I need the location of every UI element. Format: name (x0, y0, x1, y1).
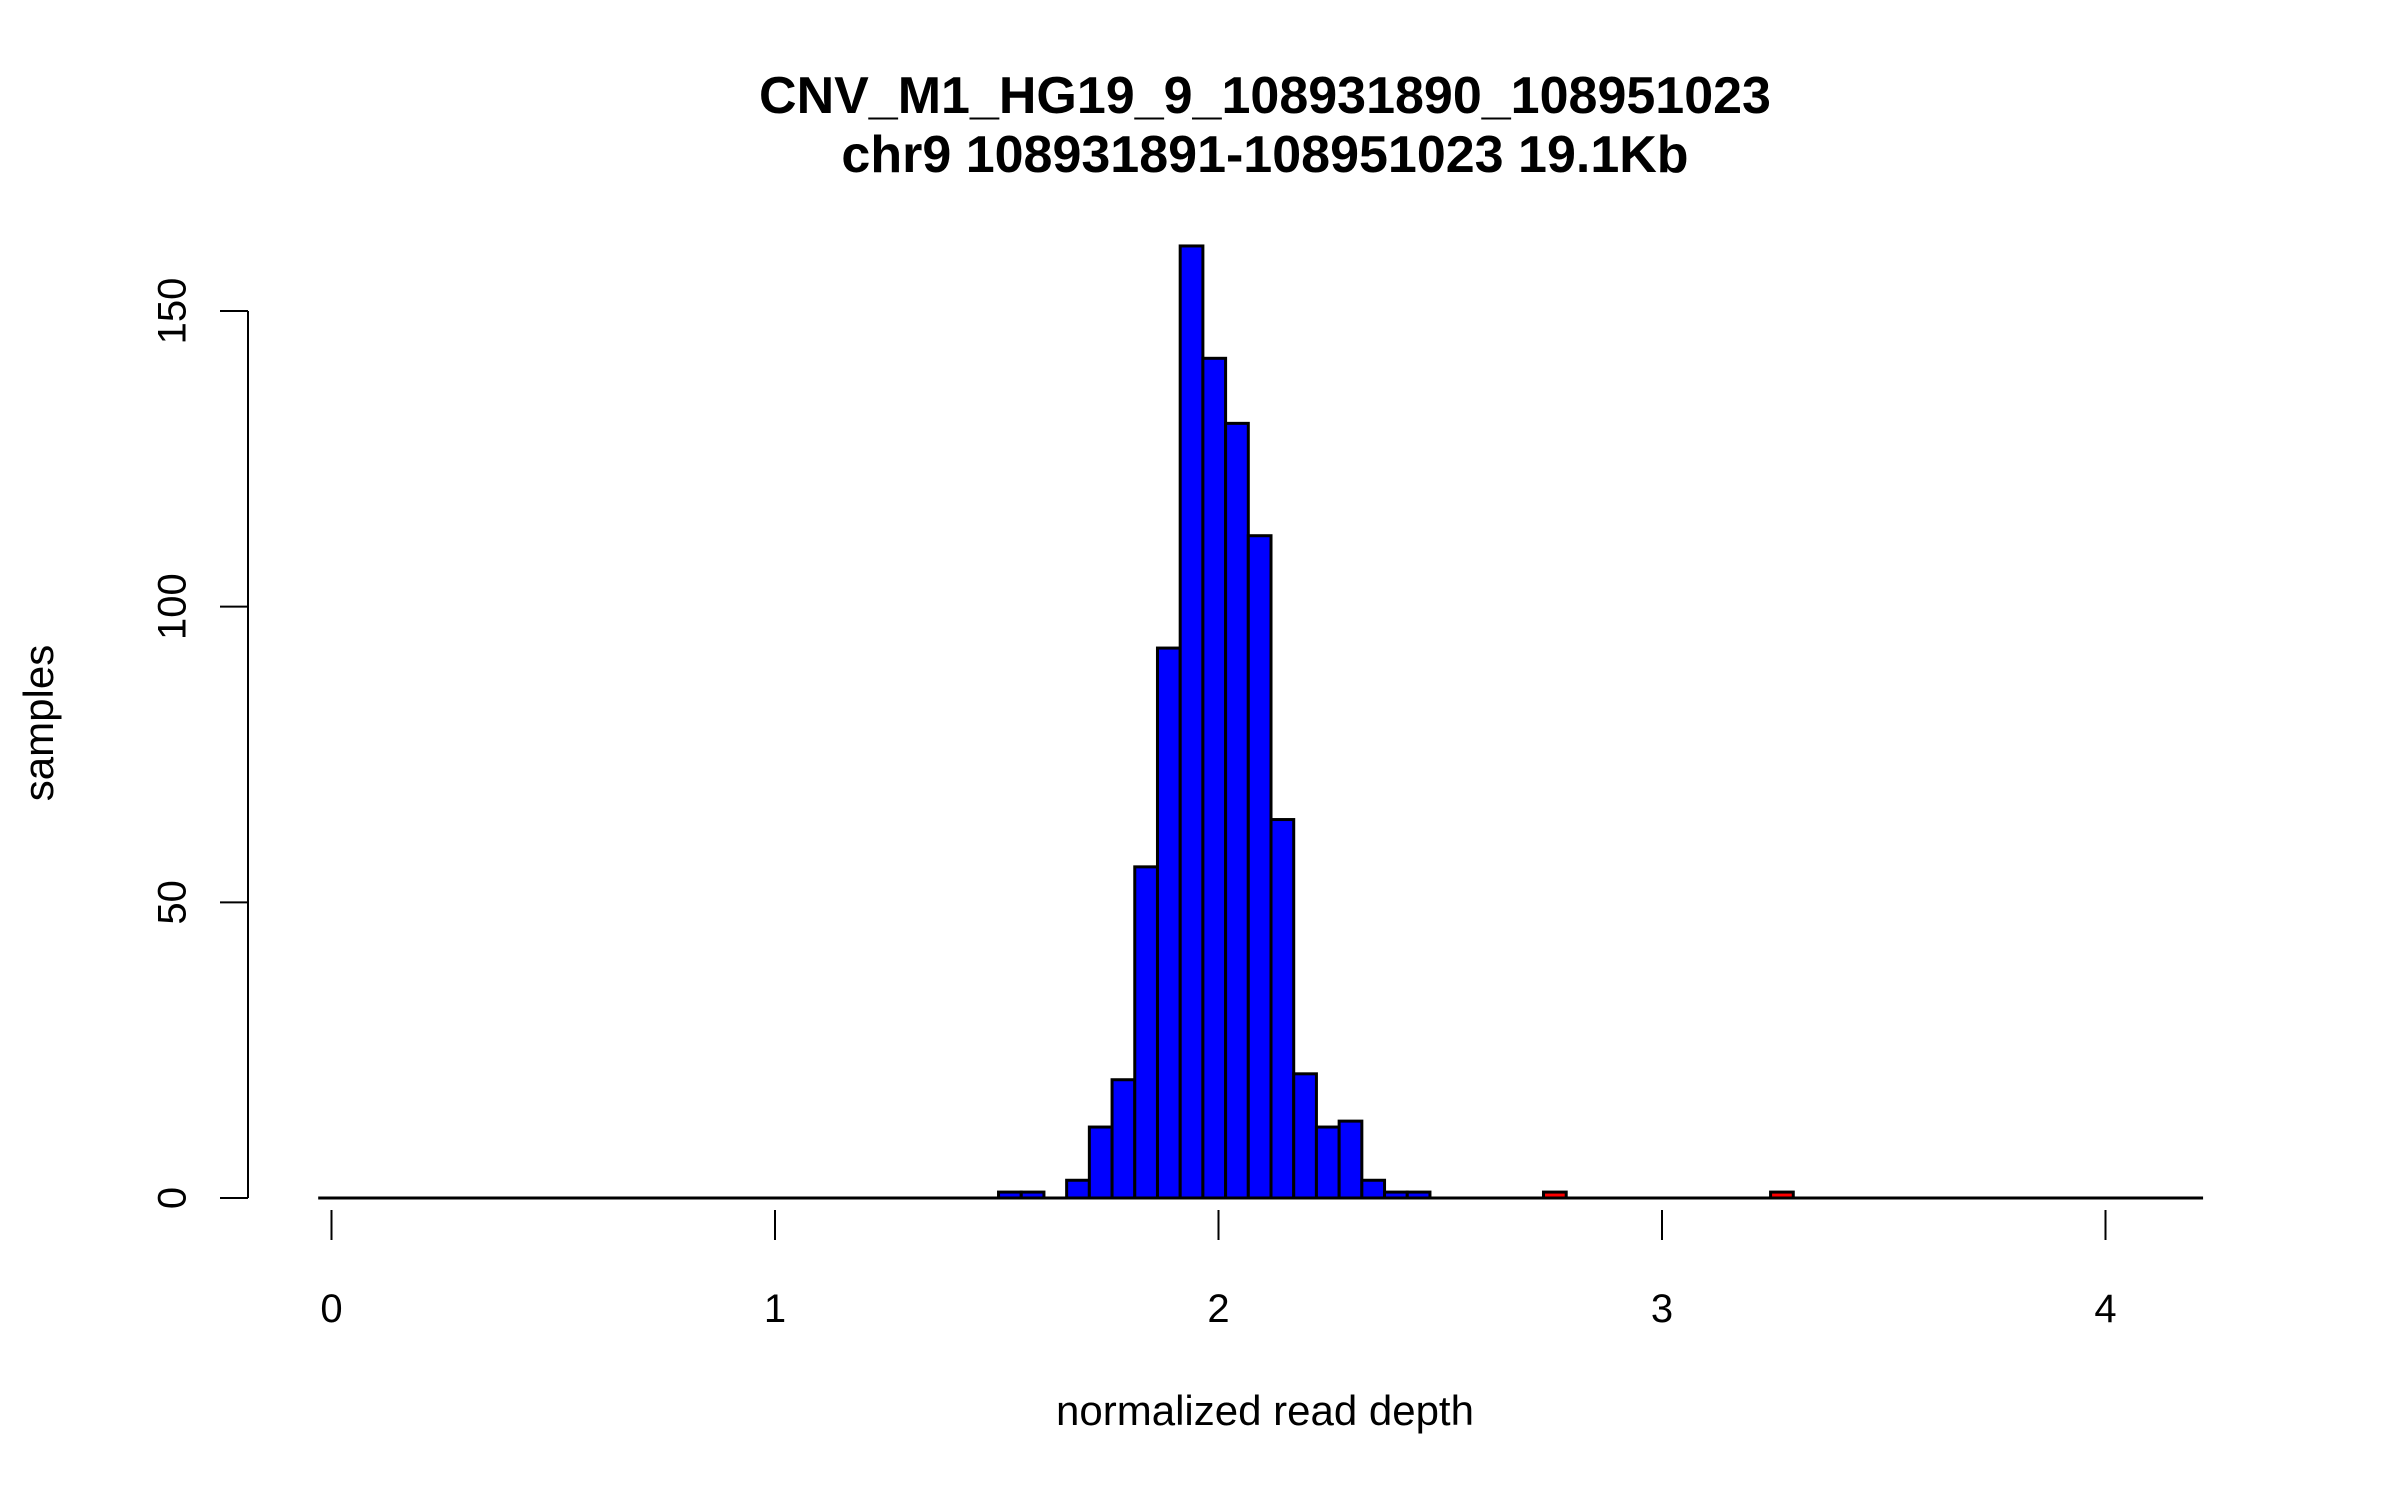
histogram-bar-normal (1110, 1078, 1137, 1200)
histogram-bar-normal (1087, 1125, 1114, 1200)
x-tick-label: 4 (2094, 1287, 2116, 1331)
chart-subtitle: chr9 108931891-108951023 19.1Kb (841, 126, 1688, 184)
x-tick-label: 2 (1207, 1287, 1229, 1331)
x-tick-label: 1 (764, 1287, 786, 1331)
y-tick-label: 50 (151, 880, 195, 925)
histogram-bar-normal (1133, 865, 1159, 1200)
histogram-bar-normal (1155, 646, 1182, 1200)
y-tick-label: 100 (151, 573, 195, 640)
histogram-bar-normal (1178, 244, 1205, 1200)
chart-title: CNV_M1_HG19_9_108931890_108951023 (759, 67, 1771, 125)
y-axis-label: samples (15, 645, 62, 801)
histogram-bar-normal (1314, 1125, 1341, 1200)
histogram-bar-normal (1201, 356, 1228, 1200)
x-tick-label: 0 (320, 1287, 342, 1331)
x-tick-label: 3 (1651, 1287, 1673, 1331)
histogram-bar-normal (1269, 818, 1296, 1200)
y-tick-label: 150 (151, 278, 195, 345)
histogram-bar-normal (1292, 1072, 1318, 1200)
histogram-bar-normal (1337, 1119, 1364, 1200)
histogram-bar-normal (1065, 1178, 1091, 1200)
y-tick-label: 0 (151, 1187, 195, 1209)
histogram-bar-normal (1246, 534, 1273, 1200)
histogram-bar-normal (1360, 1178, 1387, 1200)
histogram-bar-normal (1224, 421, 1250, 1200)
x-axis-label: normalized read depth (1056, 1387, 1474, 1434)
